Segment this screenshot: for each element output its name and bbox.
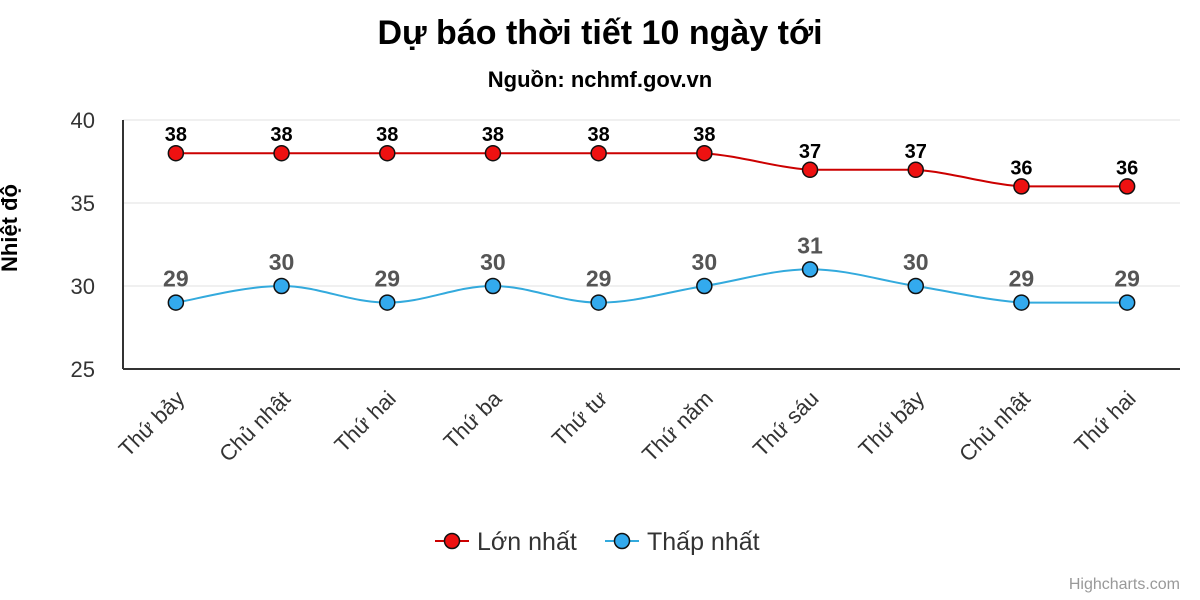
data-label: 30 (480, 249, 506, 275)
data-label: 38 (693, 124, 715, 146)
data-point[interactable] (484, 277, 502, 295)
series-min: 29 30 29 30 29 30 31 30 29 29 (163, 232, 1140, 311)
axes (122, 120, 1180, 370)
data-label: 30 (269, 249, 295, 275)
chart-title: Dự báo thời tiết 10 ngày tới (377, 14, 823, 52)
legend-marker (443, 532, 461, 550)
series-max: 38 38 38 38 38 38 37 37 36 36 (165, 124, 1138, 195)
data-point[interactable] (801, 161, 819, 179)
y-tick-label: 25 (71, 357, 95, 382)
data-point[interactable] (167, 294, 185, 311)
data-point[interactable] (273, 144, 290, 162)
x-tick-label: Thứ bảy (114, 386, 190, 462)
series-line (175, 268, 1128, 304)
data-label: 37 (905, 141, 927, 163)
data-point[interactable] (907, 277, 924, 295)
data-point[interactable] (590, 294, 607, 311)
y-tick-label: 35 (71, 191, 95, 216)
data-label: 29 (374, 266, 400, 292)
data-label: 38 (482, 124, 504, 146)
data-point[interactable] (379, 294, 396, 311)
data-label: 29 (586, 266, 612, 292)
data-label: 38 (588, 124, 610, 146)
data-label: 38 (270, 124, 292, 146)
y-tick-label: 30 (71, 274, 95, 299)
legend-marker (613, 532, 631, 550)
x-tick-label: Thứ hai (329, 386, 400, 457)
data-point[interactable] (1013, 178, 1030, 195)
credits-link[interactable]: Highcharts.com (1068, 576, 1180, 593)
data-label: 36 (1010, 157, 1032, 179)
y-tick-label: 40 (71, 108, 95, 133)
chart-subtitle: Nguồn: nchmf.gov.vn (487, 67, 713, 92)
data-label: 30 (692, 249, 718, 275)
data-label: 37 (799, 141, 821, 163)
data-point[interactable] (696, 144, 713, 162)
data-point[interactable] (801, 261, 819, 278)
data-point[interactable] (590, 144, 607, 162)
y-axis-label: Nhiệt độ (0, 184, 22, 272)
legend[interactable]: Lớn nhất Thấp nhất (435, 528, 760, 556)
x-tick-label: Chủ nhật (214, 386, 295, 467)
data-point[interactable] (1118, 294, 1136, 311)
data-point[interactable] (907, 161, 924, 179)
grid-lines (123, 119, 1180, 287)
data-label: 29 (163, 266, 189, 292)
data-point[interactable] (696, 277, 713, 295)
x-tick-label: Thứ sáu (748, 386, 824, 462)
data-label: 38 (376, 124, 398, 146)
series-group: 38 38 38 38 38 38 37 37 36 36 29 30 29 30 29 30 31 30 29 29 (163, 124, 1140, 311)
data-point[interactable] (1013, 294, 1030, 311)
x-tick-label: Thứ ba (439, 385, 507, 453)
data-label: 31 (797, 232, 823, 258)
legend-item-max[interactable]: Lớn nhất (435, 528, 577, 556)
legend-item-min[interactable]: Thấp nhất (605, 528, 760, 556)
data-label: 36 (1116, 157, 1138, 179)
data-label: 29 (1009, 266, 1035, 292)
x-tick-label: Chủ nhật (954, 386, 1035, 467)
x-tick-label: Thứ tư (547, 386, 612, 451)
data-point[interactable] (484, 144, 502, 162)
data-point[interactable] (273, 277, 290, 295)
x-axis-ticks: Thứ bảy Chủ nhật Thứ hai Thứ ba Thứ tư Thứ nă… (114, 385, 1141, 466)
data-label: 38 (165, 124, 187, 146)
legend-label: Thấp nhất (647, 528, 760, 556)
y-axis-ticks: 25 30 35 40 (71, 108, 95, 382)
data-label: 30 (903, 249, 929, 275)
data-point[interactable] (1118, 178, 1136, 195)
legend-label: Lớn nhất (477, 528, 577, 556)
data-label: 29 (1114, 266, 1140, 292)
x-tick-label: Thứ hai (1069, 386, 1140, 457)
x-tick-label: Thứ năm (637, 386, 718, 467)
series-line (175, 152, 1128, 188)
data-point[interactable] (167, 144, 185, 162)
x-tick-label: Thứ bảy (854, 386, 930, 462)
data-point[interactable] (379, 144, 396, 162)
